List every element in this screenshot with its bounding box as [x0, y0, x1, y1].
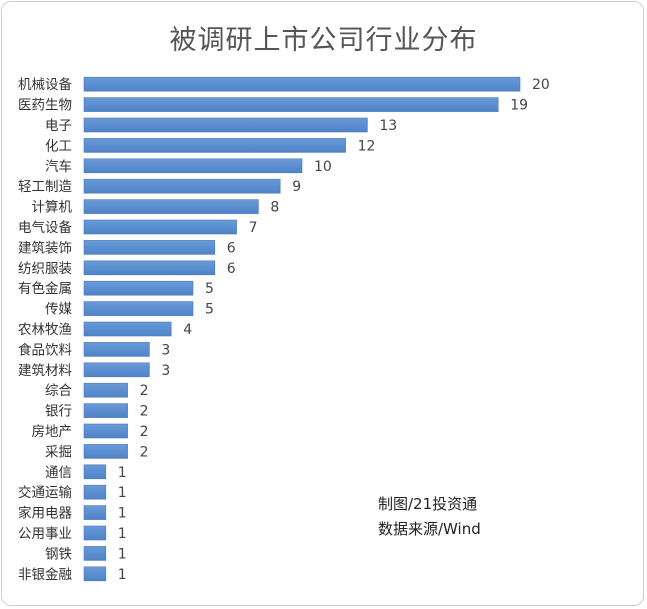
- bar: [83, 444, 128, 459]
- data-source-note: 数据来源/Wind: [378, 520, 481, 538]
- bar: [83, 403, 128, 418]
- data-label: 1: [118, 546, 127, 562]
- data-label: 1: [118, 485, 127, 501]
- data-label: 6: [227, 261, 236, 277]
- bar: [83, 219, 237, 235]
- category-label: 农林牧渔: [18, 322, 72, 338]
- data-label: 19: [510, 98, 528, 114]
- bar: [83, 138, 346, 153]
- data-label: 1: [118, 526, 127, 542]
- category-label: 化工: [45, 138, 72, 154]
- data-label: 2: [140, 383, 149, 399]
- data-label: 13: [379, 118, 397, 134]
- bar: [83, 158, 303, 174]
- category-label: 食品饮料: [18, 341, 72, 358]
- category-label: 家用电器: [18, 505, 72, 522]
- data-label: 6: [227, 240, 236, 256]
- data-label: 7: [249, 220, 258, 236]
- category-label: 交通运输: [18, 484, 72, 501]
- category-label: 机械设备: [18, 76, 72, 93]
- bar: [83, 117, 368, 133]
- category-label: 医药生物: [18, 98, 72, 114]
- category-label: 计算机: [32, 200, 73, 216]
- bar: [83, 178, 281, 194]
- bar: [83, 321, 172, 337]
- bar: [83, 362, 150, 378]
- bar: [83, 525, 107, 541]
- data-label: 12: [358, 138, 376, 154]
- category-label: 传媒: [45, 302, 72, 318]
- category-label: 银行: [45, 404, 72, 420]
- data-label: 3: [161, 363, 170, 379]
- bar: [83, 382, 128, 398]
- category-label: 综合: [45, 383, 72, 399]
- bar: [83, 199, 259, 214]
- category-label: 采掘: [45, 444, 72, 460]
- data-label: 1: [118, 465, 127, 481]
- category-label: 钢铁: [45, 546, 72, 562]
- category-label: 非银金融: [18, 567, 72, 583]
- bar: [83, 97, 499, 112]
- data-label: 3: [161, 342, 170, 358]
- bar: [83, 423, 128, 439]
- data-label: 20: [532, 77, 550, 93]
- data-label: 2: [140, 424, 149, 440]
- data-label: 2: [140, 404, 149, 420]
- data-label: 8: [270, 200, 279, 216]
- bar: [83, 505, 107, 520]
- category-label: 房地产: [32, 424, 73, 440]
- category-label: 电子: [45, 118, 72, 134]
- data-label: 9: [292, 179, 301, 195]
- category-label: 汽车: [45, 158, 72, 175]
- data-label: 1: [118, 506, 127, 522]
- category-label: 电气设备: [18, 219, 72, 236]
- category-label: 公用事业: [18, 526, 72, 542]
- chart-title: 被调研上市公司行业分布: [169, 25, 478, 56]
- data-label: 5: [205, 302, 214, 318]
- category-label: 轻工制造: [18, 179, 72, 195]
- data-label: 4: [183, 322, 192, 338]
- data-label: 5: [205, 281, 214, 297]
- category-label: 建筑材料: [18, 363, 72, 379]
- bar: [83, 280, 194, 296]
- bar: [83, 76, 521, 92]
- data-label: 10: [314, 159, 332, 175]
- bar: [83, 546, 107, 561]
- category-label: 建筑装饰: [18, 240, 72, 256]
- data-label: 1: [118, 567, 127, 583]
- bar: [83, 260, 216, 276]
- category-label: 通信: [45, 465, 72, 481]
- bar: [83, 566, 107, 582]
- bar: [83, 301, 194, 316]
- category-label: 有色金属: [18, 280, 72, 297]
- bar: [83, 342, 150, 357]
- bar: [83, 464, 107, 480]
- source-note: 制图/21投资通: [378, 495, 478, 513]
- bar: [83, 484, 107, 500]
- data-label: 2: [140, 444, 149, 460]
- bar: [83, 240, 216, 255]
- category-label: 纺织服装: [18, 261, 72, 277]
